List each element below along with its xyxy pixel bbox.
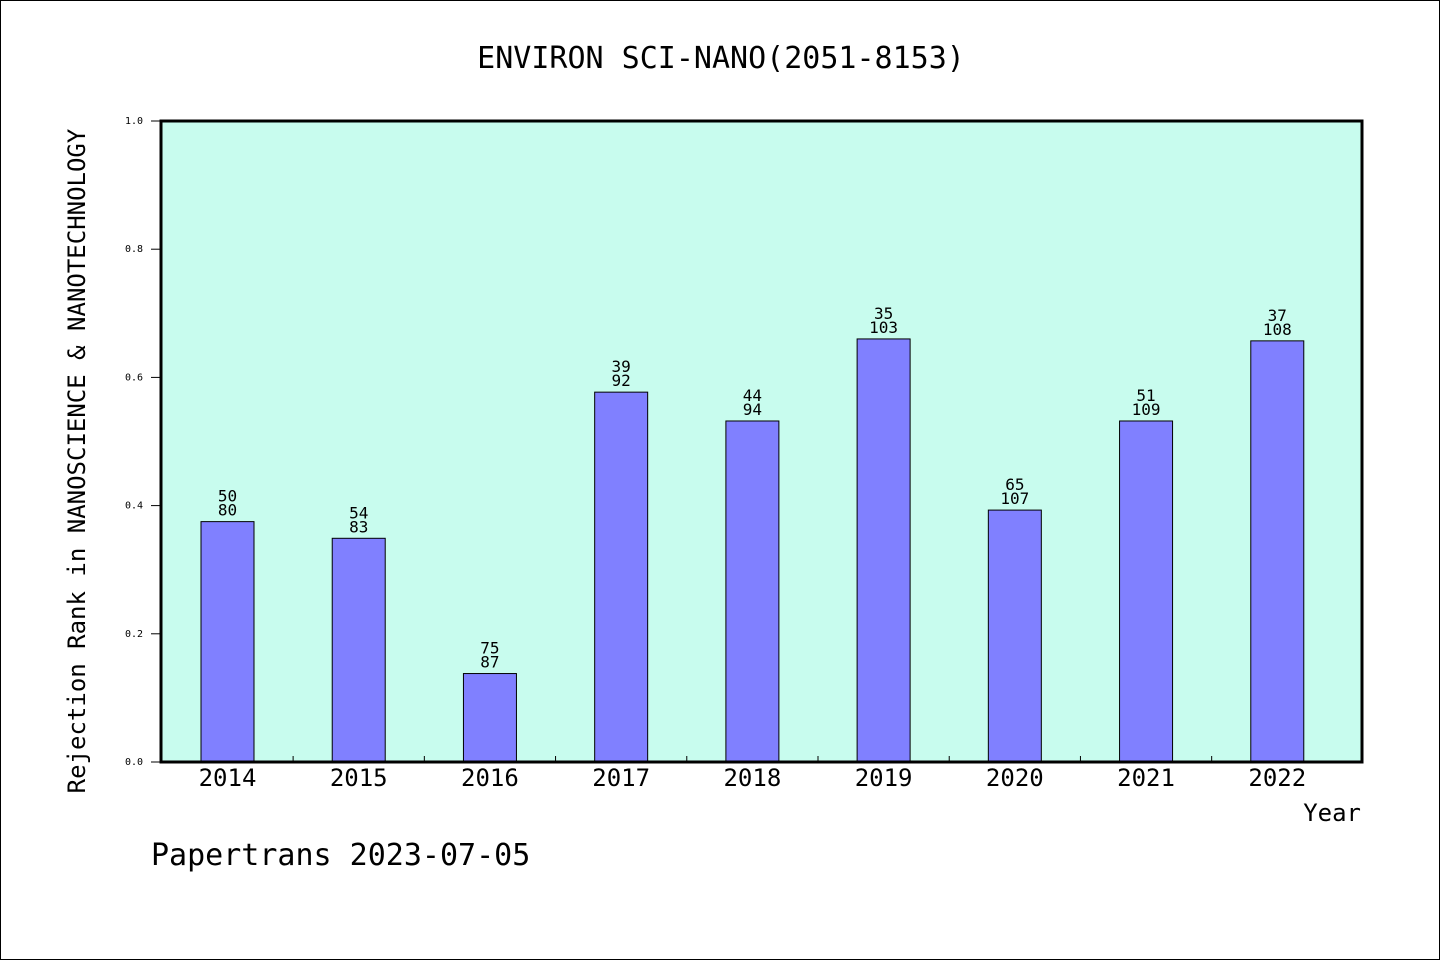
- x-tick-label-2014: 2014: [199, 764, 257, 792]
- bar-2017: [594, 391, 649, 763]
- bar-label-top-2019: 35: [874, 304, 893, 323]
- bar-label-top-2018: 44: [743, 386, 762, 405]
- bar-label-bottom-2020: 107: [1000, 489, 1029, 508]
- bar-label-top-2021: 51: [1136, 386, 1155, 405]
- y-tick-label-0.4: 0.4: [125, 501, 143, 512]
- x-tick-label-2019: 2019: [855, 764, 913, 792]
- footer-date-stamp: Papertrans 2023-07-05: [151, 838, 530, 873]
- bar-2021: [1119, 420, 1174, 763]
- bar-2015: [331, 537, 386, 763]
- x-tick-label-2017: 2017: [592, 764, 650, 792]
- bar-label-bottom-2021: 109: [1132, 400, 1161, 419]
- bar-label-top-2022: 37: [1268, 306, 1287, 325]
- plot-frame: [159, 119, 1364, 764]
- bar-2016: [462, 673, 517, 763]
- x-tick-label-2015: 2015: [330, 764, 388, 792]
- y-tick-label-0.2: 0.2: [125, 629, 143, 640]
- x-tick-label-2020: 2020: [986, 764, 1044, 792]
- bar-label-bottom-2017: 92: [612, 371, 631, 390]
- y-axis-ticks: 0.0 0.2 0.4 0.6 0.8 1.0: [125, 116, 161, 768]
- bars-group: [200, 338, 1305, 763]
- y-tick-label-0.8: 0.8: [125, 244, 143, 255]
- bar-label-bottom-2016: 87: [480, 653, 499, 672]
- bar-label-bottom-2014: 80: [218, 501, 237, 520]
- x-axis-label: Year: [1303, 799, 1361, 827]
- bar-2014: [200, 521, 255, 763]
- y-tick-label-1.0: 1.0: [125, 116, 143, 127]
- x-tick-label-2018: 2018: [723, 764, 781, 792]
- x-axis-ticks: 2014 2015 2016 2017 2018 2019 2020 2021 2022: [199, 756, 1306, 792]
- y-tick-label-0.0: 0.0: [125, 757, 143, 768]
- bar-label-top-2016: 75: [480, 639, 499, 658]
- x-tick-label-2016: 2016: [461, 764, 519, 792]
- x-tick-label-2022: 2022: [1248, 764, 1306, 792]
- bar-label-bottom-2022: 108: [1263, 320, 1292, 339]
- bar-label-top-2017: 39: [612, 357, 631, 376]
- bar-label-top-2020: 65: [1005, 475, 1024, 494]
- bar-label-bottom-2015: 83: [349, 517, 368, 536]
- bar-2019: [856, 338, 911, 763]
- bar-label-bottom-2018: 94: [743, 400, 762, 419]
- y-axis-label: Rejection Rank in NANOSCIENCE & NANOTECH…: [63, 128, 91, 793]
- bar-label-bottom-2019: 103: [869, 318, 898, 337]
- x-tick-label-2021: 2021: [1117, 764, 1175, 792]
- bar-label-top-2015: 54: [349, 503, 368, 522]
- bar-2018: [725, 420, 780, 763]
- y-tick-label-0.6: 0.6: [125, 372, 143, 383]
- bar-label-top-2014: 50: [218, 487, 237, 506]
- chart-title: ENVIRON SCI-NANO(2051-8153): [477, 41, 965, 76]
- bar-2020: [987, 509, 1042, 763]
- bar-2022: [1250, 340, 1305, 763]
